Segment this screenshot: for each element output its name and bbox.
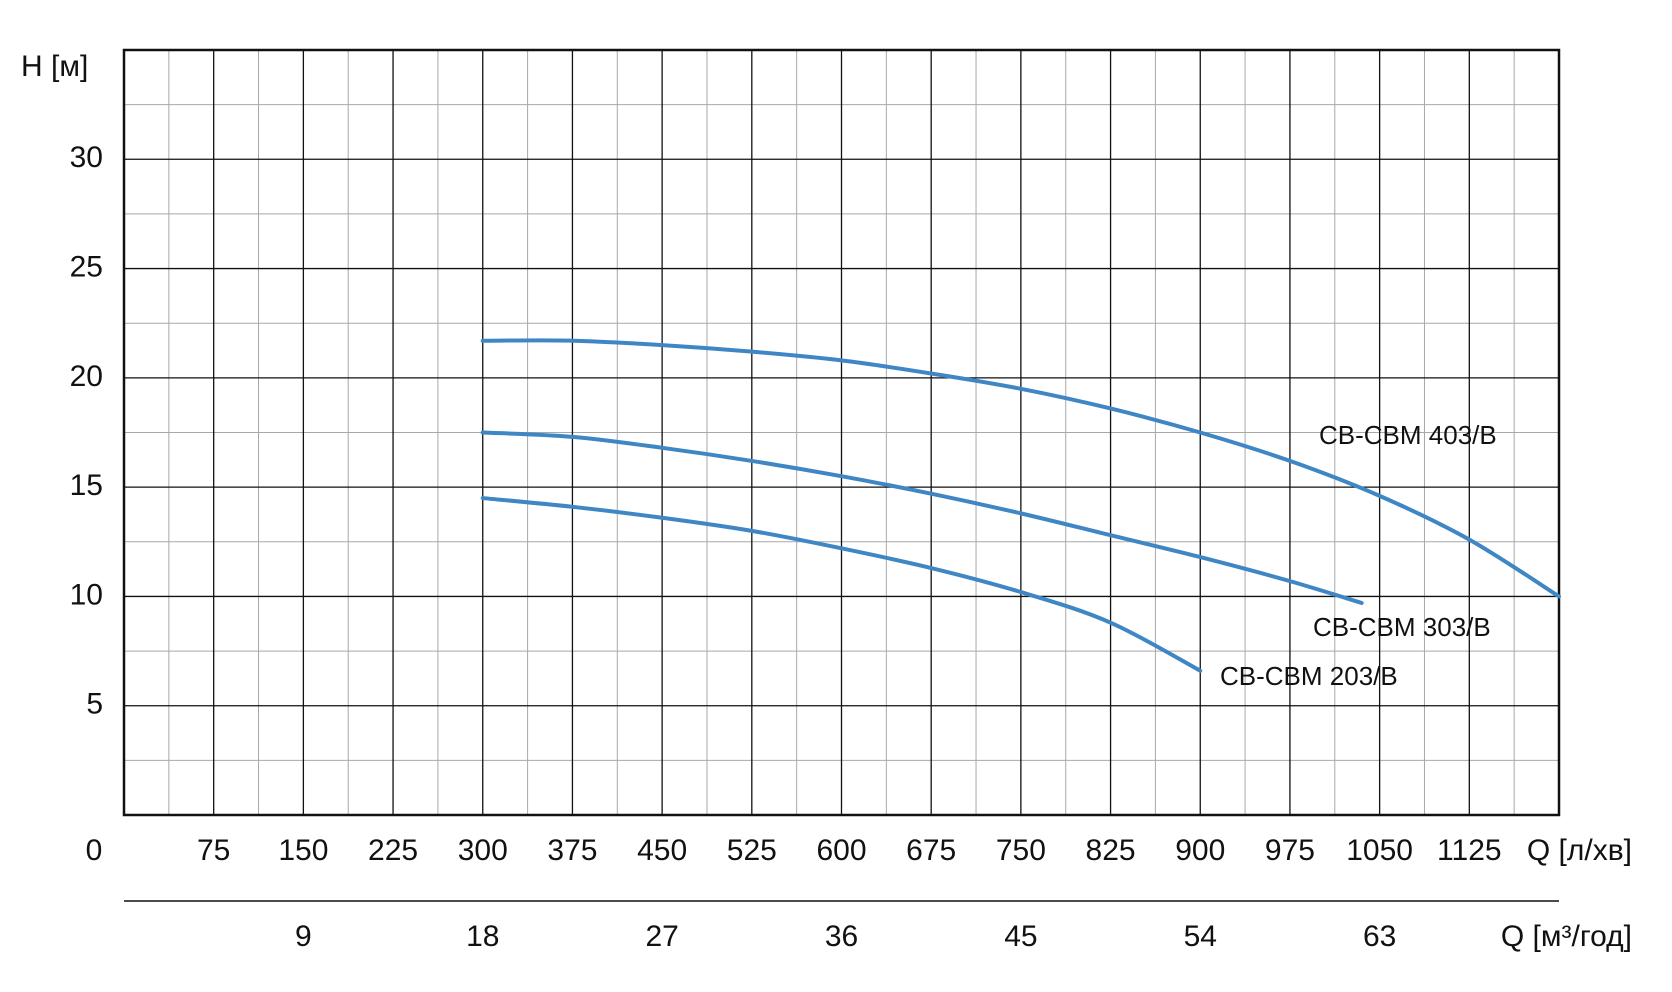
curve bbox=[480, 430, 1364, 605]
y-tick-label: 15 bbox=[70, 469, 103, 502]
x-tick-label: 450 bbox=[637, 834, 687, 867]
x-tick-label: 0 bbox=[86, 834, 103, 867]
x-tick-label: 225 bbox=[368, 834, 418, 867]
x-tick-label: 525 bbox=[727, 834, 777, 867]
x-tick-label: 75 bbox=[197, 834, 230, 867]
y-tick-label: 25 bbox=[70, 250, 103, 283]
x-axis-label: Q [л/хв] bbox=[1527, 834, 1632, 867]
series-label: CB-CBM 403/B bbox=[1319, 420, 1497, 450]
x-tick-label: 600 bbox=[816, 834, 866, 867]
x2-tick-label: 9 bbox=[295, 920, 312, 953]
curve bbox=[480, 338, 1561, 599]
x-tick-label: 975 bbox=[1265, 834, 1315, 867]
x-tick-label: 675 bbox=[906, 834, 956, 867]
x-tick-label: 1125 bbox=[1437, 834, 1502, 867]
x2-tick-label: 27 bbox=[645, 920, 678, 953]
y-tick-label: 10 bbox=[70, 578, 103, 611]
series-label: CB-CBM 203/B bbox=[1220, 661, 1398, 691]
series-label: CB-CBM 303/B bbox=[1313, 612, 1491, 642]
x-tick-label: 150 bbox=[278, 834, 328, 867]
x-tick-label: 300 bbox=[458, 834, 508, 867]
curve bbox=[480, 496, 1203, 673]
y-tick-label: 30 bbox=[70, 141, 103, 174]
x-tick-label: 1050 bbox=[1346, 834, 1413, 867]
x-tick-label: 825 bbox=[1086, 834, 1136, 867]
y-tick-label: 20 bbox=[70, 360, 103, 393]
x2-tick-label: 63 bbox=[1363, 920, 1396, 953]
x-tick-label: 900 bbox=[1175, 834, 1225, 867]
x-tick-label: 750 bbox=[996, 834, 1046, 867]
x2-tick-label: 36 bbox=[825, 920, 858, 953]
y-axis-label: H [м] bbox=[21, 50, 88, 83]
plot-frame bbox=[122, 48, 1561, 817]
x2-axis-label: Q [м³/год] bbox=[1501, 920, 1632, 953]
y-tick-label: 5 bbox=[86, 688, 103, 721]
x2-tick-label: 18 bbox=[466, 920, 499, 953]
x2-tick-label: 45 bbox=[1004, 920, 1037, 953]
x2-tick-label: 54 bbox=[1184, 920, 1217, 953]
x-tick-label: 375 bbox=[547, 834, 597, 867]
